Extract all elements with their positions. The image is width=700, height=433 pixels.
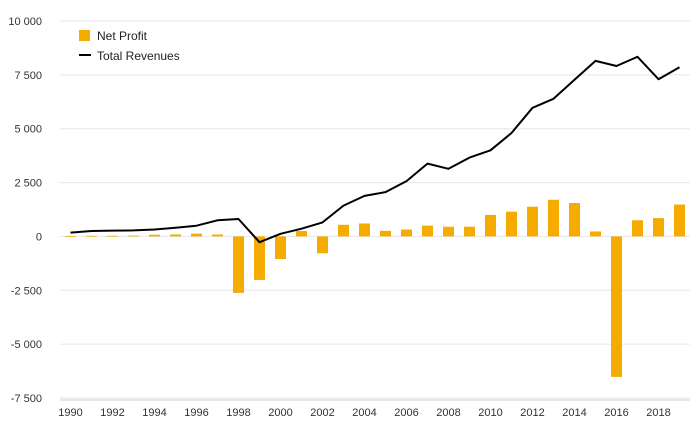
bar-net-profit-2007	[422, 225, 433, 237]
y-tick-label: -7 500	[11, 393, 42, 405]
bar-net-profit-2000	[275, 236, 286, 260]
total-revenues-line-group	[70, 55, 680, 244]
bar-net-profit-2001	[296, 231, 307, 237]
bar-net-profit-2013	[548, 199, 559, 237]
bar-net-profit-1995	[170, 234, 181, 237]
x-tick-label: 1996	[184, 407, 208, 419]
bar-net-profit-1999	[254, 236, 265, 280]
series-line-total-revenues	[70, 55, 680, 244]
legend-swatch-net-profit	[79, 30, 90, 41]
gridlines	[60, 20, 690, 399]
x-tick-label: 2014	[562, 407, 586, 419]
bar-net-profit-2018	[653, 218, 664, 237]
x-tick-label: 2016	[604, 407, 628, 419]
bar-net-profit-2014	[569, 203, 580, 237]
bar-net-profit-2002	[317, 236, 328, 254]
bar-net-profit-1997	[212, 234, 223, 237]
x-tick-label: 2018	[646, 407, 670, 419]
y-tick-label: 5 000	[14, 124, 42, 136]
x-tick-label: 2004	[352, 407, 376, 419]
net-profit-bars	[65, 199, 685, 377]
legend-label-total-revenues: Total Revenues	[97, 49, 180, 63]
bar-net-profit-2011	[506, 211, 517, 237]
legend: Net Profit Total Revenues	[79, 29, 180, 63]
x-tick-label: 2002	[310, 407, 334, 419]
bar-net-profit-2009	[464, 226, 475, 237]
x-tick-label: 1990	[58, 407, 82, 419]
x-axis-tick-labels: 1990 1992 1994 1996 1998 2000 2002 2004 2006 2008…	[58, 407, 670, 419]
x-tick-label: 2008	[436, 407, 460, 419]
y-tick-label: -2 500	[11, 285, 42, 297]
x-tick-label: 1994	[142, 407, 166, 419]
y-axis-tick-labels: 10 000 7 500 5 000 2 500 0 -2 500 -5 000 -7 500	[8, 16, 42, 405]
bar-net-profit-1994	[149, 234, 160, 237]
bar-net-profit-2006	[401, 229, 412, 237]
y-tick-label: 0	[36, 231, 42, 243]
bar-net-profit-2010	[485, 214, 496, 237]
bar-net-profit-1990	[65, 235, 76, 237]
legend-label-net-profit: Net Profit	[97, 29, 148, 43]
bar-net-profit-1993	[128, 235, 139, 237]
bar-net-profit-1992	[107, 235, 118, 237]
x-tick-label: 1992	[100, 407, 124, 419]
x-tick-label: 2000	[268, 407, 292, 419]
x-tick-label: 2012	[520, 407, 544, 419]
bar-net-profit-2012	[527, 206, 538, 237]
bar-net-profit-2004	[359, 223, 370, 237]
bar-net-profit-2003	[338, 224, 349, 237]
x-tick-label: 2006	[394, 407, 418, 419]
y-tick-label: 10 000	[8, 16, 42, 28]
bar-net-profit-2005	[380, 230, 391, 237]
bar-net-profit-2015	[590, 231, 601, 237]
x-tick-label: 2010	[478, 407, 502, 419]
bar-net-profit-1996	[191, 233, 202, 237]
y-tick-label: 7 500	[14, 70, 42, 82]
y-tick-label: 2 500	[14, 178, 42, 190]
bar-net-profit-1991	[86, 235, 97, 237]
x-tick-label: 1998	[226, 407, 250, 419]
bar-net-profit-2008	[443, 226, 454, 237]
bar-net-profit-2017	[632, 220, 643, 237]
bar-net-profit-2016	[611, 236, 622, 377]
bar-net-profit-2019	[674, 204, 685, 237]
y-tick-label: -5 000	[11, 339, 42, 351]
bar-net-profit-1998	[233, 236, 244, 293]
